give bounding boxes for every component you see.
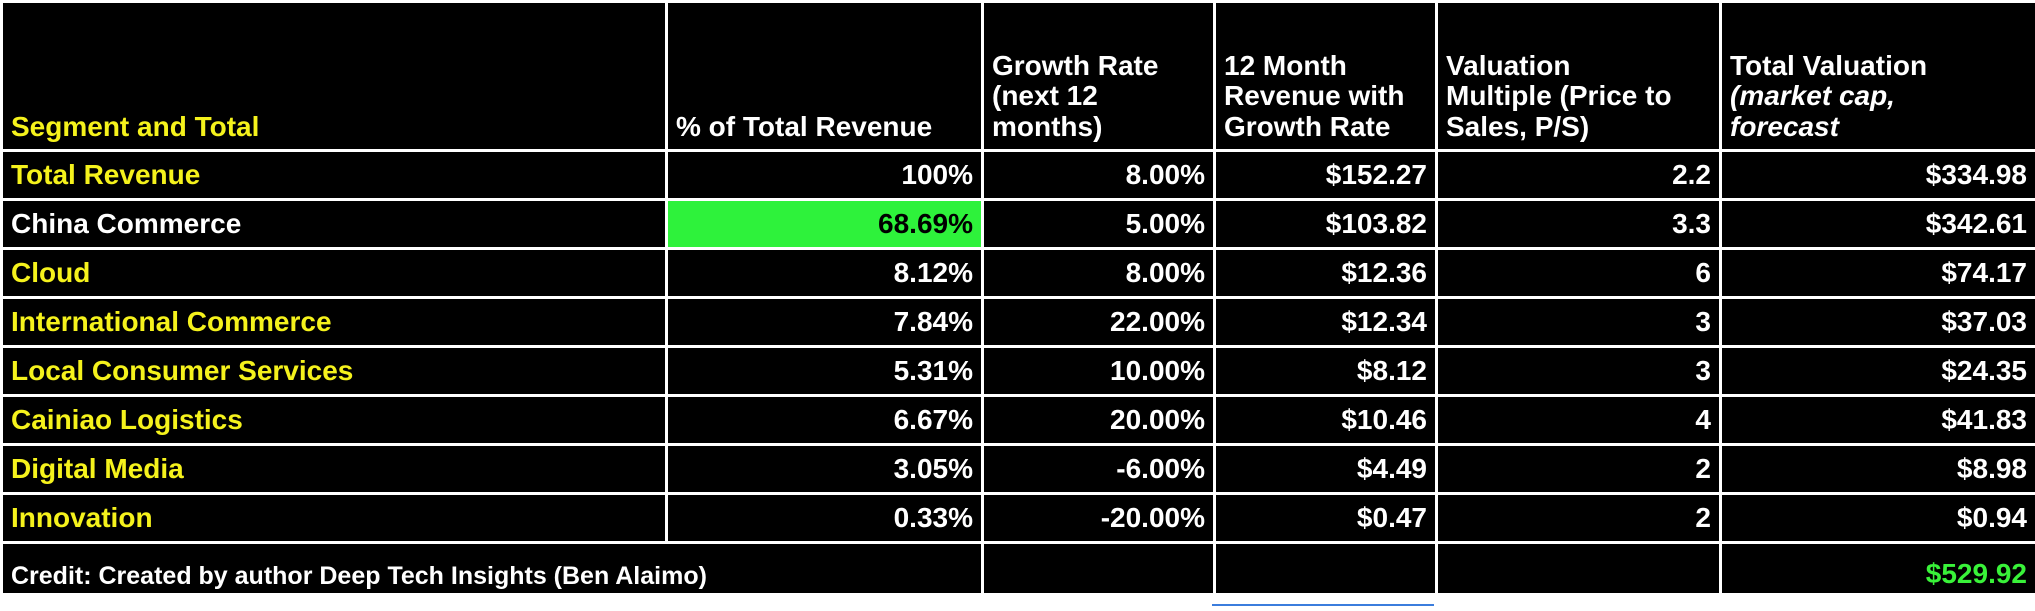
cell-multiple[interactable]: 3 <box>1437 347 1721 396</box>
header-pct-total-text: % of Total Revenue <box>676 111 932 142</box>
cell-multiple[interactable]: 3.3 <box>1437 200 1721 249</box>
cell-segment[interactable]: Cainiao Logistics <box>2 396 667 445</box>
cell-multiple[interactable]: 2.2 <box>1437 151 1721 200</box>
cell-revenue[interactable]: $103.82 <box>1215 200 1437 249</box>
header-total-line2: (market cap, <box>1730 81 2027 112</box>
cell-growth[interactable]: 8.00% <box>983 151 1215 200</box>
cell-valuation[interactable]: $74.17 <box>1721 249 2035 298</box>
cell-pct[interactable]: 5.31% <box>667 347 983 396</box>
cell-growth[interactable]: 5.00% <box>983 200 1215 249</box>
header-multiple-line3: Sales, P/S) <box>1446 112 1711 143</box>
header-total-line1: Total Valuation <box>1730 51 2027 82</box>
cell-pct[interactable]: 8.12% <box>667 249 983 298</box>
footer-empty-cell[interactable] <box>1215 543 1437 595</box>
footer-empty-cell[interactable] <box>983 543 1215 595</box>
cell-pct[interactable]: 100% <box>667 151 983 200</box>
header-multiple[interactable]: Valuation Multiple (Price to Sales, P/S) <box>1437 2 1721 151</box>
cell-valuation[interactable]: $342.61 <box>1721 200 2035 249</box>
table-row-international-commerce: International Commerce 7.84% 22.00% $12.… <box>2 298 2035 347</box>
cell-growth[interactable]: 10.00% <box>983 347 1215 396</box>
cell-multiple[interactable]: 2 <box>1437 494 1721 543</box>
cell-revenue[interactable]: $0.47 <box>1215 494 1437 543</box>
cell-valuation[interactable]: $0.94 <box>1721 494 2035 543</box>
table-row-cloud: Cloud 8.12% 8.00% $12.36 6 $74.17 <box>2 249 2035 298</box>
cell-revenue[interactable]: $8.12 <box>1215 347 1437 396</box>
header-revenue-line1: 12 Month <box>1224 51 1427 82</box>
header-growth-line2: (next 12 <box>992 81 1205 112</box>
cell-valuation[interactable]: $8.98 <box>1721 445 2035 494</box>
header-pct-total[interactable]: % of Total Revenue <box>667 2 983 151</box>
header-growth-line1: Growth Rate <box>992 51 1205 82</box>
cell-segment[interactable]: Innovation <box>2 494 667 543</box>
cell-growth[interactable]: 20.00% <box>983 396 1215 445</box>
cell-segment[interactable]: Digital Media <box>2 445 667 494</box>
selected-cell-indicator[interactable] <box>1212 604 1434 611</box>
cell-segment[interactable]: Total Revenue <box>2 151 667 200</box>
cell-segment[interactable]: China Commerce <box>2 200 667 249</box>
header-revenue-line2: Revenue with <box>1224 81 1427 112</box>
cell-segment[interactable]: Cloud <box>2 249 667 298</box>
table-row-total-revenue: Total Revenue 100% 8.00% $152.27 2.2 $33… <box>2 151 2035 200</box>
header-revenue[interactable]: 12 Month Revenue with Growth Rate <box>1215 2 1437 151</box>
cell-revenue[interactable]: $4.49 <box>1215 445 1437 494</box>
table-row-local-consumer-services: Local Consumer Services 5.31% 10.00% $8.… <box>2 347 2035 396</box>
cell-valuation[interactable]: $24.35 <box>1721 347 2035 396</box>
header-revenue-line3: Growth Rate <box>1224 112 1427 143</box>
credit-text[interactable]: Credit: Created by author Deep Tech Insi… <box>2 543 983 595</box>
cell-growth[interactable]: -20.00% <box>983 494 1215 543</box>
cell-pct[interactable]: 0.33% <box>667 494 983 543</box>
cell-revenue[interactable]: $12.34 <box>1215 298 1437 347</box>
cell-growth[interactable]: 22.00% <box>983 298 1215 347</box>
header-growth[interactable]: Growth Rate (next 12 months) <box>983 2 1215 151</box>
cell-valuation[interactable]: $41.83 <box>1721 396 2035 445</box>
grand-total-valuation[interactable]: $529.92 <box>1721 543 2035 595</box>
table-row-china-commerce: China Commerce 68.69% 5.00% $103.82 3.3 … <box>2 200 2035 249</box>
cell-growth[interactable]: 8.00% <box>983 249 1215 298</box>
cell-pct[interactable]: 3.05% <box>667 445 983 494</box>
header-total-valuation[interactable]: Total Valuation (market cap, forecast <box>1721 2 2035 151</box>
cell-valuation[interactable]: $334.98 <box>1721 151 2035 200</box>
cell-multiple[interactable]: 6 <box>1437 249 1721 298</box>
cell-growth[interactable]: -6.00% <box>983 445 1215 494</box>
cell-multiple[interactable]: 3 <box>1437 298 1721 347</box>
header-growth-line3: months) <box>992 112 1205 143</box>
header-segment-text: Segment and Total <box>11 111 259 142</box>
cell-revenue[interactable]: $152.27 <box>1215 151 1437 200</box>
table-row-digital-media: Digital Media 3.05% -6.00% $4.49 2 $8.98 <box>2 445 2035 494</box>
cell-pct[interactable]: 7.84% <box>667 298 983 347</box>
header-total-line3: forecast <box>1730 112 2027 143</box>
valuation-table: Segment and Total % of Total Revenue Gro… <box>0 0 2035 596</box>
header-multiple-line2: Multiple (Price to <box>1446 81 1711 112</box>
header-row: Segment and Total % of Total Revenue Gro… <box>2 2 2035 151</box>
table-row-cainiao-logistics: Cainiao Logistics 6.67% 20.00% $10.46 4 … <box>2 396 2035 445</box>
cell-multiple[interactable]: 2 <box>1437 445 1721 494</box>
cell-pct-highlighted[interactable]: 68.69% <box>667 200 983 249</box>
header-segment[interactable]: Segment and Total <box>2 2 667 151</box>
cell-pct[interactable]: 6.67% <box>667 396 983 445</box>
cell-multiple[interactable]: 4 <box>1437 396 1721 445</box>
table-row-innovation: Innovation 0.33% -20.00% $0.47 2 $0.94 <box>2 494 2035 543</box>
footer-empty-cell[interactable] <box>1437 543 1721 595</box>
header-multiple-line1: Valuation <box>1446 51 1711 82</box>
cell-revenue[interactable]: $10.46 <box>1215 396 1437 445</box>
cell-valuation[interactable]: $37.03 <box>1721 298 2035 347</box>
cell-segment[interactable]: Local Consumer Services <box>2 347 667 396</box>
cell-revenue[interactable]: $12.36 <box>1215 249 1437 298</box>
footer-row: Credit: Created by author Deep Tech Insi… <box>2 543 2035 595</box>
cell-segment[interactable]: International Commerce <box>2 298 667 347</box>
